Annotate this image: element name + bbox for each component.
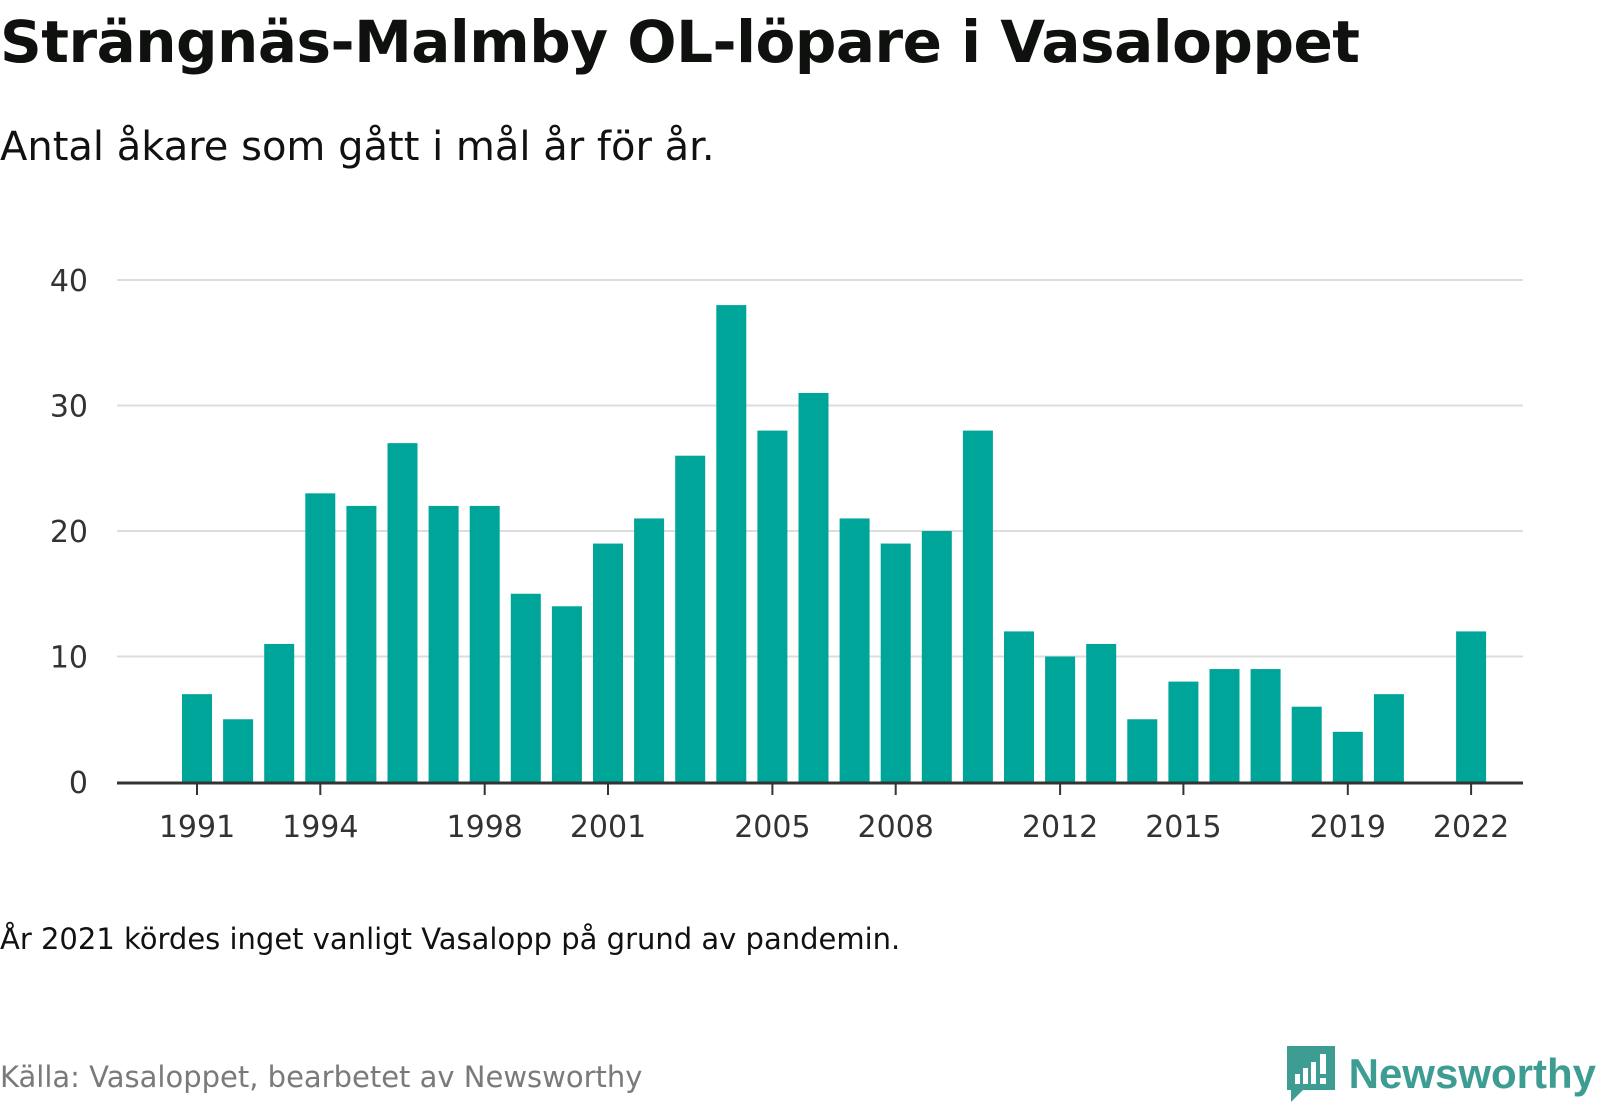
bar bbox=[387, 443, 418, 782]
bar bbox=[675, 455, 706, 782]
bar bbox=[305, 493, 336, 782]
x-tick-label: 2001 bbox=[570, 810, 646, 845]
bar bbox=[634, 518, 665, 782]
x-axis bbox=[117, 781, 1523, 795]
chart-subtitle: Antal åkare som gått i mål år för år. bbox=[0, 124, 715, 170]
x-tick-labels: 1991 1994 1998 2001 2005 2008 2012 2015 2019 2022 bbox=[159, 810, 1509, 845]
bar bbox=[839, 518, 870, 782]
bar bbox=[428, 505, 459, 782]
bar bbox=[1168, 681, 1199, 782]
y-tick-label: 0 bbox=[69, 766, 88, 801]
bar bbox=[1004, 631, 1034, 782]
bar bbox=[1086, 643, 1117, 782]
bar bbox=[921, 531, 952, 782]
bar bbox=[1250, 669, 1281, 782]
bar bbox=[469, 505, 500, 782]
y-tick-label: 40 bbox=[50, 264, 88, 299]
bar bbox=[1373, 694, 1404, 782]
logo-text: Newsworthy bbox=[1348, 1050, 1596, 1097]
y-tick-label: 20 bbox=[50, 515, 88, 550]
y-tick-label: 30 bbox=[50, 390, 88, 425]
chart-title: Strängnäs-Malmby OL-löpare i Vasaloppet bbox=[0, 8, 1360, 76]
y-tick-label: 10 bbox=[50, 641, 88, 676]
x-tick-label: 2019 bbox=[1310, 810, 1386, 845]
bar bbox=[1045, 656, 1076, 782]
bar bbox=[1332, 731, 1363, 782]
bar bbox=[880, 543, 911, 782]
x-tick-label: 2015 bbox=[1145, 810, 1221, 845]
bar bbox=[757, 430, 788, 782]
x-tick-label: 1998 bbox=[447, 810, 523, 845]
bar bbox=[510, 593, 541, 782]
bar-chart: 0 10 20 30 40 1991 1994 1998 2001 2005 2008 2012 20… bbox=[50, 264, 1523, 845]
bar bbox=[1209, 669, 1240, 782]
bar bbox=[962, 430, 993, 782]
bar bbox=[182, 694, 212, 782]
x-tick-label: 2012 bbox=[1022, 810, 1098, 845]
bar bbox=[1456, 631, 1487, 782]
bar bbox=[346, 505, 377, 782]
y-tick-labels: 0 10 20 30 40 bbox=[50, 264, 88, 801]
newsworthy-logo: Newsworthy bbox=[1285, 1042, 1596, 1106]
bar bbox=[593, 543, 623, 782]
x-tick-label: 1994 bbox=[282, 810, 358, 845]
source-credit: Källa: Vasaloppet, bearbetet av Newswort… bbox=[0, 1060, 643, 1094]
x-tick-label: 2008 bbox=[858, 810, 934, 845]
x-tick-label: 2005 bbox=[734, 810, 810, 845]
bar bbox=[1127, 719, 1158, 782]
bar bbox=[798, 392, 829, 782]
bar bbox=[223, 719, 254, 782]
x-tick-label: 2022 bbox=[1433, 810, 1509, 845]
bar bbox=[264, 643, 295, 782]
bar bbox=[551, 606, 582, 782]
bars bbox=[182, 305, 1487, 782]
bar bbox=[1291, 706, 1322, 782]
x-tick-label: 1991 bbox=[159, 810, 235, 845]
bar bbox=[716, 305, 747, 782]
footnote: År 2021 kördes inget vanligt Vasalopp på… bbox=[0, 922, 901, 956]
newsworthy-logo-icon bbox=[1286, 1046, 1335, 1102]
